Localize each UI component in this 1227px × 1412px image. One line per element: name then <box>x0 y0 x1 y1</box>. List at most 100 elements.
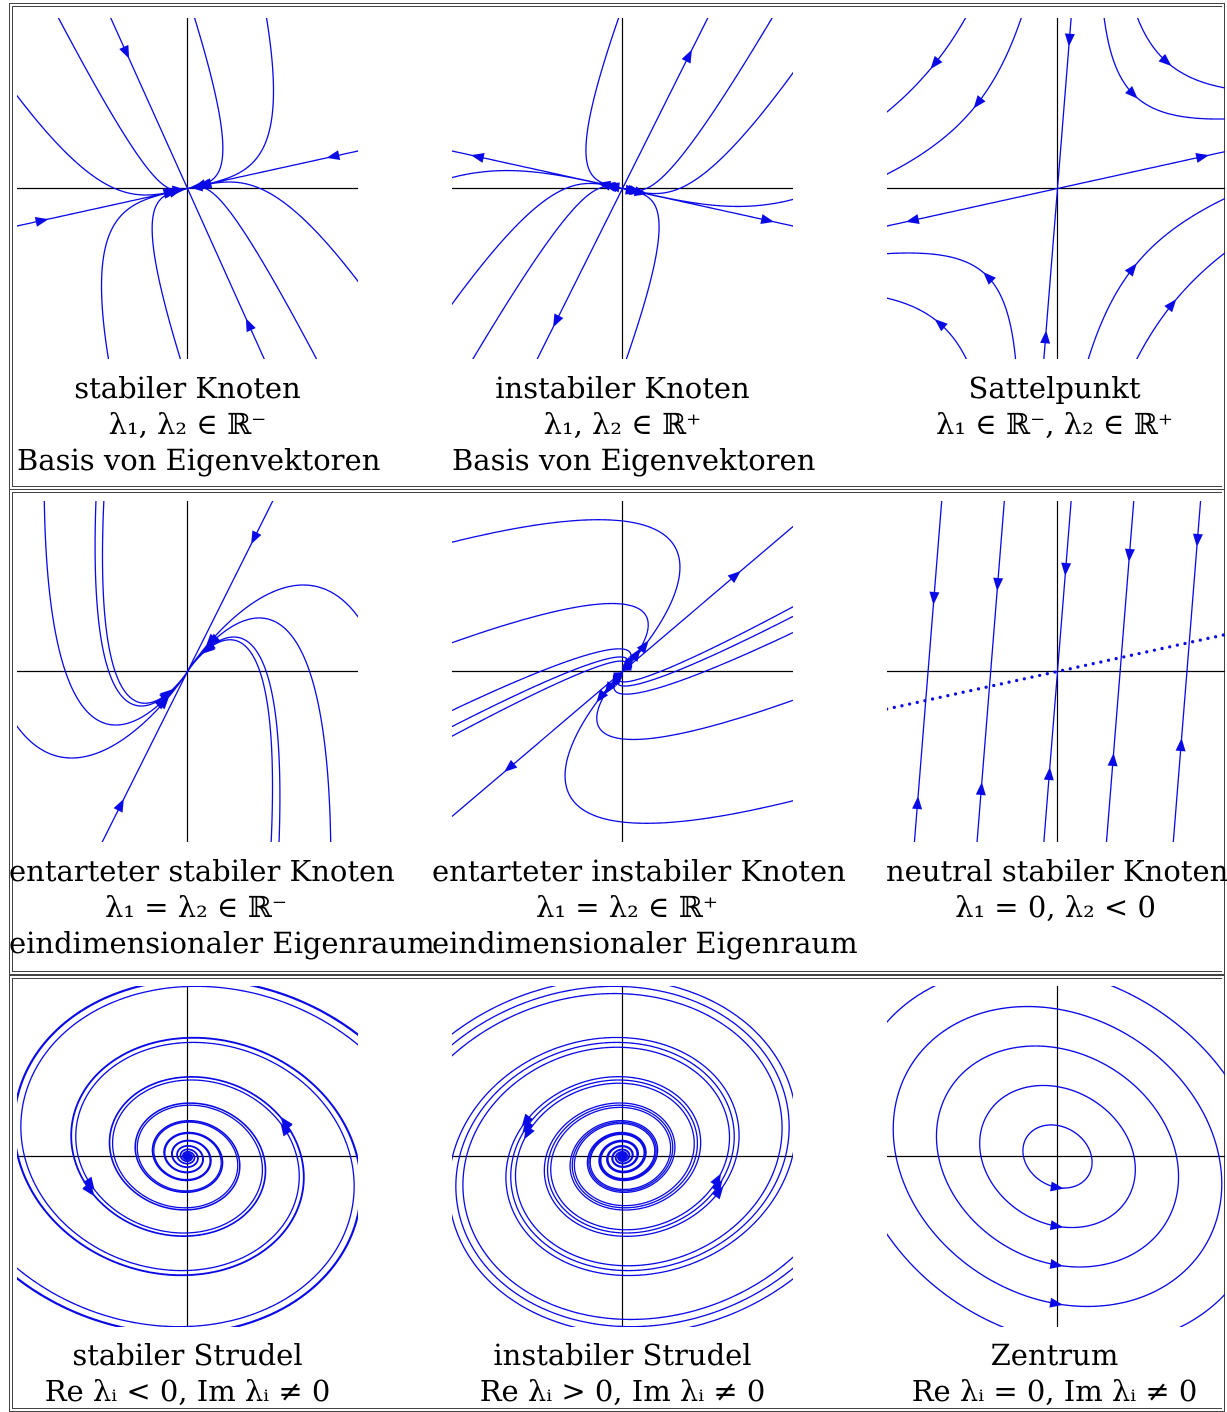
flow-arrow <box>82 1182 95 1196</box>
equilibrium-dot <box>1137 651 1141 656</box>
trajectory <box>186 188 265 359</box>
flow-arrow <box>711 1179 723 1194</box>
caption-eigenvalues: λ₁ ∈ ℝ⁻, λ₂ ∈ ℝ⁺ <box>935 407 1174 441</box>
flow-arrow <box>1050 1181 1064 1192</box>
trajectory <box>621 18 709 189</box>
flow-arrow <box>934 319 948 332</box>
phase-portrait-neutral-stable-node <box>887 501 1225 842</box>
equilibrium-dot <box>1122 655 1126 659</box>
flow-arrow <box>1064 33 1075 47</box>
flow-arrow <box>189 181 203 192</box>
trajectory <box>186 501 274 672</box>
flow-arrow <box>1124 263 1137 277</box>
equilibrium-dot <box>1114 656 1118 661</box>
phase-portrait-unstable-spiral <box>452 986 793 1327</box>
flow-arrow <box>905 214 920 224</box>
trajectory <box>1043 188 1059 359</box>
trajectory <box>110 18 189 189</box>
trajectory <box>887 252 1017 359</box>
phase-portrait-stable-spiral <box>17 986 358 1327</box>
trajectory <box>452 648 632 712</box>
equilibrium-dot <box>1206 636 1210 641</box>
trajectory <box>1056 18 1072 189</box>
trajectory <box>622 18 773 192</box>
caption-eigenspace: eindimensionaler Eigenraum <box>432 926 858 960</box>
equilibrium-dot <box>1129 653 1134 657</box>
trajectory <box>979 1084 1136 1229</box>
trajectory <box>613 631 793 695</box>
trajectory <box>187 186 318 359</box>
caption-eigenvalues: Re λᵢ = 0, Im λᵢ ≠ 0 <box>911 1374 1198 1408</box>
trajectory <box>887 18 967 113</box>
trajectory <box>887 297 968 359</box>
flow-arrow <box>1049 1259 1064 1269</box>
flow-arrow <box>622 654 633 669</box>
flow-arrow <box>604 681 616 695</box>
flow-arrow <box>727 570 741 584</box>
flow-arrow <box>1164 299 1177 313</box>
trajectory <box>1120 501 1135 658</box>
trajectory <box>1022 1124 1093 1189</box>
trajectory <box>452 182 623 306</box>
equilibrium-dot <box>946 694 950 698</box>
equilibrium-dot <box>1152 648 1156 652</box>
trajectory <box>472 185 623 359</box>
trajectory <box>935 1045 1180 1268</box>
equilibrium-dot <box>1145 650 1149 654</box>
flow-arrow <box>119 44 130 59</box>
caption-eigenspace: eindimensionaler Eigenraum <box>9 926 435 960</box>
equilibrium-dot <box>1068 667 1072 671</box>
flow-arrow <box>681 49 692 64</box>
caption-eigenvalues: Re λᵢ > 0, Im λᵢ ≠ 0 <box>479 1374 766 1408</box>
caption-neutral-stable-node: neutral stabiler Knoten λ₁ = 0, λ₂ < 0 <box>886 853 1227 925</box>
equilibrium-dot <box>887 707 889 711</box>
trajectory <box>17 187 188 227</box>
equilibrium-dot <box>1160 646 1164 651</box>
trajectory <box>43 501 188 726</box>
trajectory <box>1057 150 1225 190</box>
caption-title: entarteter stabiler Knoten <box>9 854 395 888</box>
trajectory <box>452 169 623 190</box>
caption-title: neutral stabiler Knoten <box>886 854 1227 888</box>
trajectory <box>976 686 991 842</box>
flow-arrow <box>201 641 215 654</box>
equilibrium-dot <box>1053 670 1057 674</box>
equilibrium-dot <box>1175 643 1179 647</box>
equilibrium-dot <box>1091 662 1095 666</box>
equilibrium-dot <box>1183 641 1187 646</box>
flow-arrow <box>1192 533 1203 547</box>
equilibrium-dot <box>953 692 958 696</box>
caption-title: entarteter instabiler Knoten <box>432 854 846 888</box>
caption-title: instabiler Strudel <box>493 1338 752 1372</box>
caption-eigenspace: Basis von Eigenvektoren <box>17 443 381 477</box>
trajectory <box>988 501 1005 687</box>
trajectory <box>622 525 793 672</box>
trajectory <box>887 18 1022 175</box>
caption-eigenvalues: λ₁, λ₂ ∈ ℝ⁺ <box>543 407 702 441</box>
caption-title: Zentrum <box>990 1338 1119 1372</box>
equilibrium-dot <box>1022 677 1026 681</box>
trajectory <box>536 188 624 359</box>
caption-title: Sattelpunkt <box>968 371 1141 405</box>
trajectory <box>622 187 793 208</box>
equilibrium-dot <box>1191 640 1195 644</box>
caption-title: instabiler Knoten <box>495 371 750 405</box>
equilibrium-dot <box>1106 658 1111 662</box>
equilibrium-dot <box>900 704 904 708</box>
flow-arrow <box>251 530 262 545</box>
flow-arrow <box>975 781 986 796</box>
flow-arrow <box>633 186 648 197</box>
trajectory <box>94 501 188 707</box>
trajectory <box>452 671 623 818</box>
trajectory <box>452 602 649 672</box>
flow-arrow <box>973 95 986 109</box>
caption-title: stabiler Knoten <box>74 371 301 405</box>
trajectory <box>462 1046 793 1321</box>
trajectory <box>187 639 274 842</box>
flow-arrow <box>504 759 518 773</box>
trajectory <box>1188 501 1202 643</box>
trajectory <box>1136 252 1225 359</box>
flow-arrow <box>1040 330 1051 344</box>
flow-arrow <box>929 591 940 605</box>
trajectory <box>187 150 358 190</box>
